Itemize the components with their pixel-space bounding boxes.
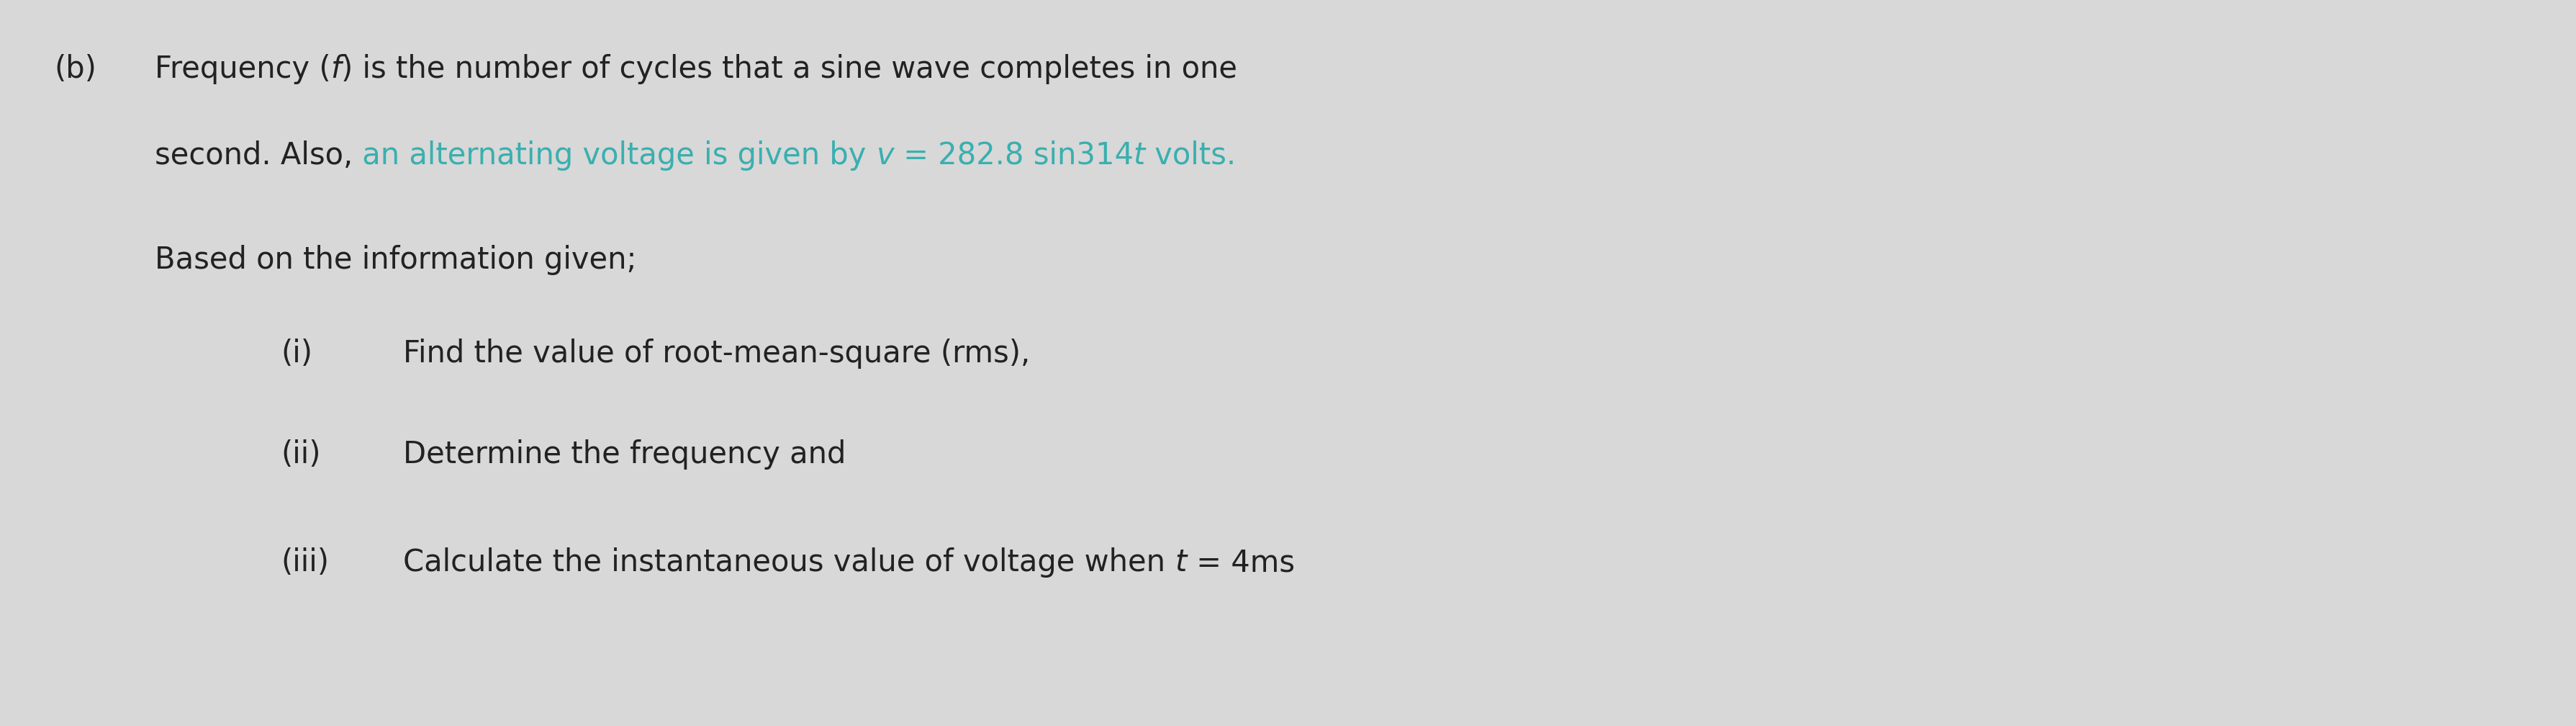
Text: (i): (i) — [281, 338, 312, 369]
Text: volts.: volts. — [1144, 140, 1236, 171]
Text: Find the value of root-mean-square (rms),: Find the value of root-mean-square (rms)… — [402, 338, 1030, 369]
Text: f: f — [330, 54, 340, 84]
Text: = 4ms: = 4ms — [1188, 547, 1293, 578]
Text: Calculate the instantaneous value of voltage when: Calculate the instantaneous value of vol… — [402, 547, 1175, 578]
Text: ) is the number of cycles that a sine wave completes in one: ) is the number of cycles that a sine wa… — [340, 54, 1236, 84]
Text: (ii): (ii) — [281, 439, 319, 470]
Text: second. Also,: second. Also, — [155, 140, 353, 171]
Text: (b): (b) — [54, 54, 95, 84]
Text: t: t — [1133, 140, 1144, 171]
Text: (iii): (iii) — [281, 547, 330, 578]
Text: Frequency (: Frequency ( — [155, 54, 330, 84]
Text: v: v — [876, 140, 894, 171]
Text: an alternating voltage is given by: an alternating voltage is given by — [353, 140, 876, 171]
Text: Based on the information given;: Based on the information given; — [155, 245, 636, 275]
Text: t: t — [1175, 547, 1188, 578]
Text: = 282.8 sin314: = 282.8 sin314 — [894, 140, 1133, 171]
Text: Determine the frequency and: Determine the frequency and — [402, 439, 845, 470]
